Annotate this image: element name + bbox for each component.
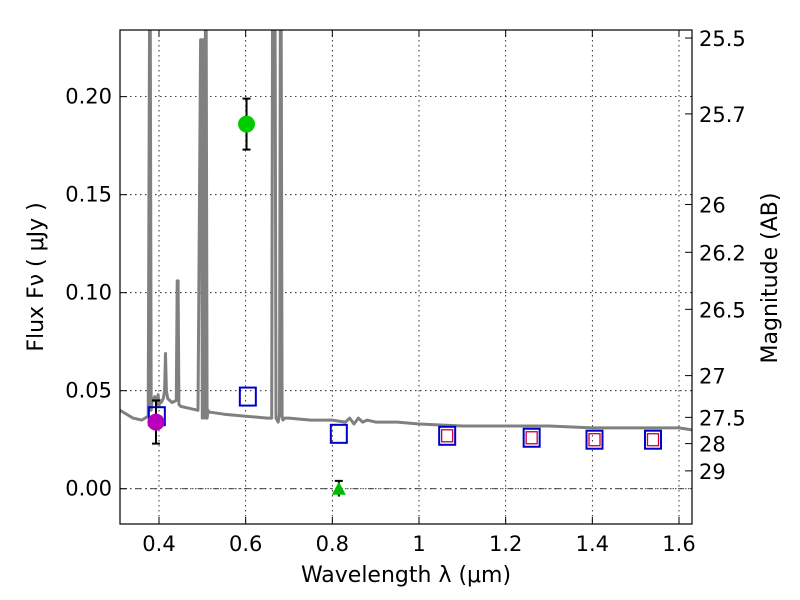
markers-layer <box>147 97 662 497</box>
detection-point <box>238 115 256 133</box>
upper-limit-triangle <box>331 481 346 495</box>
x-tick-label: 1 <box>412 532 425 556</box>
spectrum-layer <box>120 30 692 432</box>
magnitude-tick-label: 26.5 <box>699 298 746 322</box>
y-axis-label: Flux Fν ( μJy ) <box>24 202 49 351</box>
y-tick-label: 0.15 <box>65 183 112 207</box>
detection-point <box>147 413 165 431</box>
model-photometry-square <box>329 423 348 444</box>
magnitude-axis-ticks: 25.5 25.7 26 26.2 26.5 27 27.5 28 29 <box>685 27 746 484</box>
x-tick-label: 1.2 <box>489 532 522 556</box>
model-photometry-square <box>644 429 662 450</box>
spectrum-line <box>120 30 692 432</box>
magnitude-axis-label: Magnitude (AB) <box>758 193 783 364</box>
y-tick-label: 0.05 <box>65 379 112 403</box>
photometry-square <box>525 431 538 445</box>
magnitude-tick-label: 29 <box>699 460 726 484</box>
photometry-square <box>646 433 660 447</box>
magnitude-tick-label: 27.5 <box>699 406 746 430</box>
model-photometry-square <box>238 386 257 407</box>
x-tick-label: 1.6 <box>662 532 695 556</box>
model-photometry-square <box>438 425 457 446</box>
plot-frame <box>119 29 693 525</box>
model-photometry-square <box>522 427 541 448</box>
x-tick-label: 0.8 <box>316 532 349 556</box>
y-tick-label: 0.00 <box>65 477 112 501</box>
magnitude-tick-label: 26.2 <box>699 241 746 265</box>
x-axis-ticks: 0.4 0.6 0.8 1 1.2 1.4 1.6 <box>142 30 696 556</box>
magnitude-tick-label: 25.7 <box>699 103 746 127</box>
magnitude-tick-label: 26 <box>699 193 726 217</box>
magnitude-tick-label: 25.5 <box>699 27 746 51</box>
photometry-square <box>588 433 601 447</box>
y-axis-ticks: 0.00 0.05 0.10 0.15 0.20 <box>65 85 127 501</box>
magnitude-tick-label: 27 <box>699 365 726 389</box>
y-tick-label: 0.20 <box>65 85 112 109</box>
x-tick-label: 0.4 <box>142 532 175 556</box>
photometry-square <box>441 429 454 443</box>
x-tick-label: 1.4 <box>576 532 609 556</box>
y-tick-label: 0.10 <box>65 281 112 305</box>
x-axis-label: Wavelength λ (μm) <box>301 563 511 588</box>
magnitude-tick-label: 28 <box>699 433 726 457</box>
x-tick-label: 0.6 <box>229 532 262 556</box>
model-photometry-square <box>585 429 604 450</box>
